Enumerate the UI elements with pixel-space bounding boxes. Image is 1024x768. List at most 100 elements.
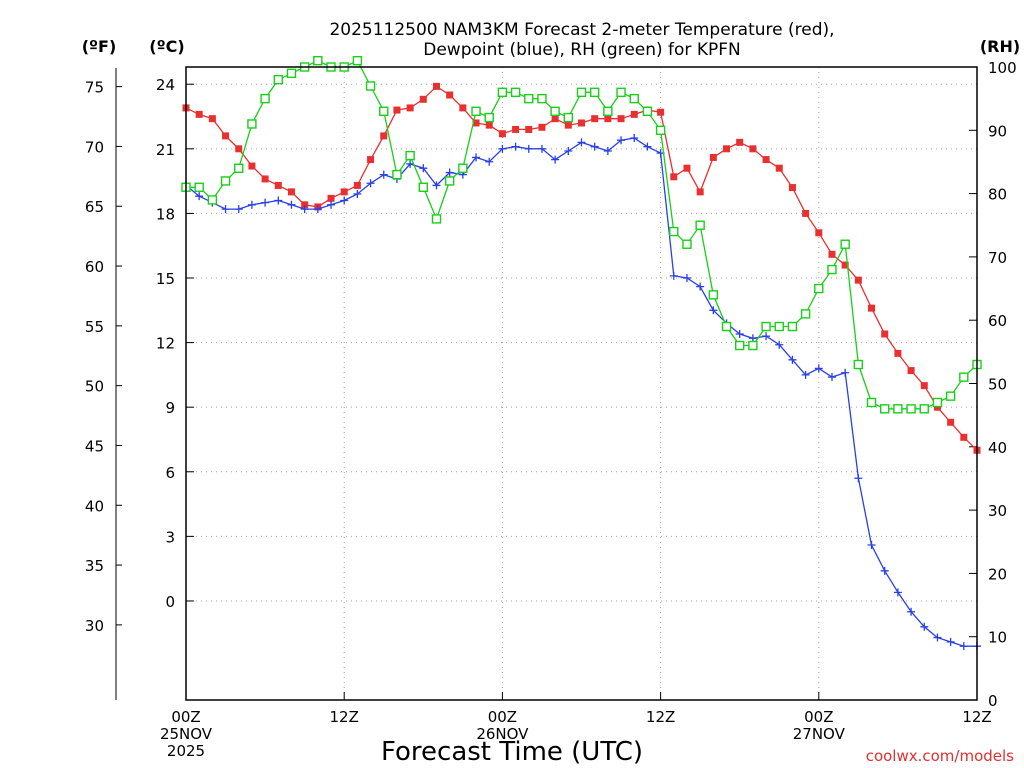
rh-point xyxy=(669,226,679,237)
dewpoint-point xyxy=(577,138,586,147)
rh-point xyxy=(365,81,376,91)
rh-point xyxy=(537,93,547,104)
rh-point xyxy=(880,404,890,414)
temperature-point xyxy=(578,119,585,127)
temperature-point xyxy=(604,115,612,123)
rh-tick-label: 100 xyxy=(988,59,1017,77)
rh-point xyxy=(840,239,850,249)
fahrenheit-tick-label: 30 xyxy=(85,617,104,635)
temperature-point xyxy=(736,138,744,146)
temperature-point xyxy=(446,91,454,99)
temperature-point xyxy=(749,145,757,153)
rh-point xyxy=(906,404,916,414)
rh-point xyxy=(392,169,402,180)
x-tick-label: 00Z xyxy=(171,708,200,726)
temperature-point xyxy=(287,188,295,196)
dewpoint-point xyxy=(406,159,415,168)
dewpoint-point xyxy=(788,355,797,364)
temperature-point xyxy=(802,209,810,217)
temperature-point xyxy=(630,110,638,118)
temperature-point xyxy=(947,418,955,426)
fahrenheit-tick-label: 40 xyxy=(85,497,104,515)
dewpoint-point xyxy=(564,146,573,155)
temperature-point xyxy=(498,130,506,138)
temperature-point xyxy=(538,123,546,131)
rh-point xyxy=(524,93,534,104)
temperature-point xyxy=(854,276,862,284)
dewpoint-point xyxy=(959,642,968,651)
dewpoint-point xyxy=(801,370,810,379)
dewpoint-point xyxy=(735,329,744,338)
rh-point xyxy=(550,106,560,117)
x-tick-label: 27NOV xyxy=(793,725,846,743)
temperature-point xyxy=(881,330,889,338)
temperature-point xyxy=(841,261,849,269)
credit-text: coolwx.com/models xyxy=(866,747,1014,765)
temperature-point xyxy=(696,188,704,196)
temperature-point xyxy=(815,229,823,237)
dewpoint-point xyxy=(880,566,889,575)
temperature-point xyxy=(195,110,203,118)
rh-tick-label: 40 xyxy=(988,439,1007,457)
fahrenheit-tick-label: 65 xyxy=(85,198,104,216)
rh-point xyxy=(642,106,653,117)
dewpoint-point xyxy=(537,144,546,153)
rh-point xyxy=(234,163,244,173)
rh-point xyxy=(576,87,587,98)
temperature-point xyxy=(564,121,572,129)
celsius-tick-label: 21 xyxy=(156,141,175,159)
dewpoint-point xyxy=(946,637,955,646)
temperature-point xyxy=(920,382,928,390)
temperature-point xyxy=(723,145,731,153)
dewpoint-point xyxy=(472,153,481,162)
rh-point xyxy=(471,106,481,117)
dewpoint-point xyxy=(854,474,863,483)
celsius-tick-label: 3 xyxy=(165,528,175,546)
dewpoint-series-line xyxy=(185,137,977,647)
dewpoint-point xyxy=(933,633,942,642)
rh-tick-label: 50 xyxy=(988,376,1007,394)
x-tick-label: 12Z xyxy=(330,708,359,726)
dewpoint-point xyxy=(841,368,850,377)
rh-point xyxy=(444,176,455,186)
fahrenheit-tick-label: 45 xyxy=(85,437,104,455)
chart-title-line1: 2025112500 NAM3KM Forecast 2-meter Tempe… xyxy=(329,20,834,40)
celsius-tick-label: 18 xyxy=(156,205,175,223)
rh-point xyxy=(603,106,613,117)
temperature-point xyxy=(828,250,836,258)
temperature-point xyxy=(512,125,520,133)
temperature-point xyxy=(788,184,796,192)
dewpoint-point xyxy=(445,168,454,177)
x-axis-title: Forecast Time (UTC) xyxy=(381,737,643,767)
rh-point xyxy=(418,182,428,192)
fahrenheit-tick-label: 70 xyxy=(85,138,104,156)
rh-point xyxy=(945,391,956,401)
temperature-point xyxy=(525,125,533,133)
dewpoint-point xyxy=(485,157,494,166)
fahrenheit-tick-label: 75 xyxy=(85,79,104,97)
temperature-point xyxy=(591,115,599,123)
rh-point xyxy=(431,214,442,224)
celsius-tick-label: 0 xyxy=(165,593,175,611)
rh-point xyxy=(735,340,745,351)
temperature-point xyxy=(274,181,282,189)
dewpoint-point xyxy=(247,200,256,209)
dewpoint-point xyxy=(893,588,902,597)
rh-point xyxy=(853,359,864,370)
temperature-point xyxy=(894,349,902,357)
rh-point xyxy=(721,321,732,332)
rh-point xyxy=(814,283,824,294)
celsius-tick-label: 24 xyxy=(156,76,175,94)
rh-point xyxy=(655,125,666,136)
rh-point xyxy=(748,340,758,351)
temperature-point xyxy=(327,194,335,202)
dewpoint-point xyxy=(827,373,836,382)
celsius-tick-label: 9 xyxy=(165,399,175,417)
rh-point xyxy=(458,163,468,173)
rh-point xyxy=(589,87,600,98)
dewpoint-point xyxy=(524,144,533,153)
dewpoint-point xyxy=(327,200,336,209)
rh-point xyxy=(932,397,943,408)
dewpoint-point xyxy=(920,622,929,631)
rh-point xyxy=(352,55,363,66)
